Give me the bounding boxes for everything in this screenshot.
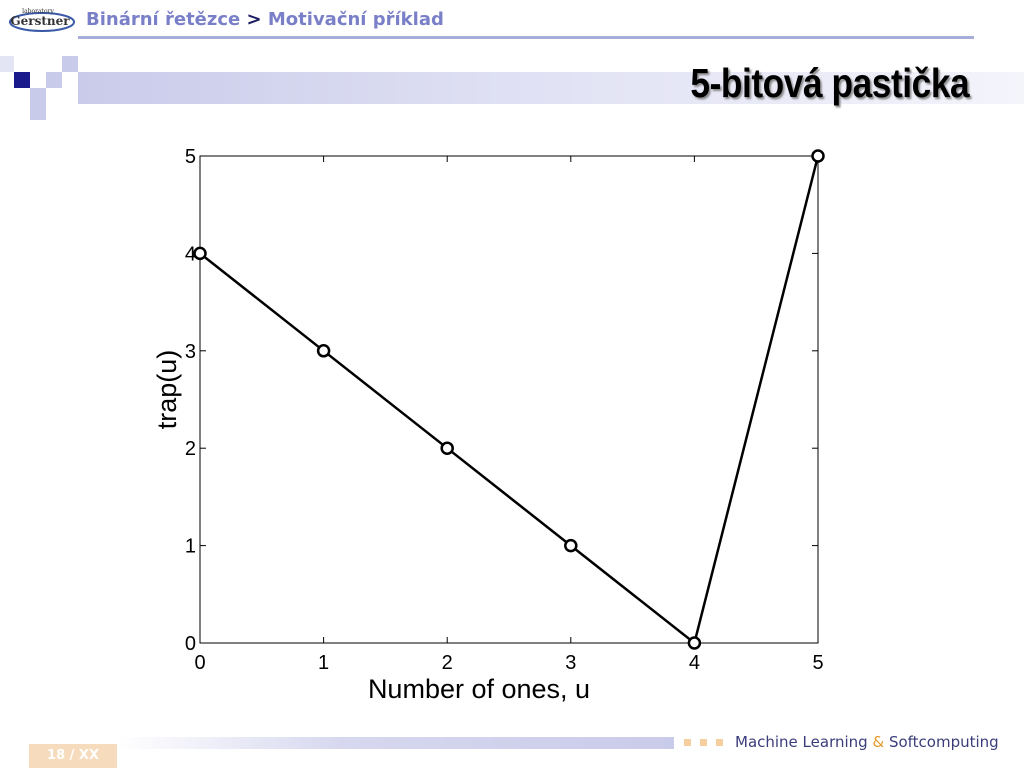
breadcrumb: Binární řetězce > Motivační příklad xyxy=(86,9,444,30)
data-point xyxy=(193,246,207,261)
x-tick-label: 0 xyxy=(194,652,205,674)
y-tick-label: 3 xyxy=(185,341,196,363)
y-tick-label: 5 xyxy=(185,146,196,168)
x-tick-label: 5 xyxy=(812,652,823,674)
footer-square-icon xyxy=(700,739,707,746)
breadcrumb-separator: > xyxy=(246,9,262,30)
footer-square-icon xyxy=(684,739,691,746)
breadcrumb-section[interactable]: Binární řetězce xyxy=(86,9,241,30)
data-point xyxy=(687,636,702,650)
logo-main-text: Gerstner xyxy=(10,14,70,28)
slide-title: 5-bitová pastička xyxy=(690,60,969,106)
y-tick-label: 0 xyxy=(185,633,196,655)
y-tick-label: 4 xyxy=(185,243,196,265)
trap-function-chart: 0 1 2 3 4 5 0 1 2 3 4 5 Number of ones, u trap(u) xyxy=(152,146,825,704)
decorative-squares xyxy=(0,56,78,120)
footer-text-ml: Machine Learning xyxy=(735,733,868,751)
footer-course-name: Machine Learning & Softcomputing xyxy=(735,733,999,751)
x-tick-label: 4 xyxy=(689,652,700,674)
footer-bar xyxy=(118,737,674,749)
y-axis-label: trap(u) xyxy=(152,350,182,430)
gerstner-logo: laboratory Gerstner xyxy=(9,8,75,32)
y-tick-label: 1 xyxy=(185,536,196,558)
x-tick-label: 2 xyxy=(442,652,453,674)
data-point xyxy=(316,344,331,358)
x-axis-label: Number of ones, u xyxy=(368,674,590,704)
x-tick-label: 1 xyxy=(318,652,329,674)
data-point xyxy=(811,149,825,163)
page-number: 18 / XX xyxy=(29,744,117,768)
series-line xyxy=(199,155,820,646)
footer-square-icon xyxy=(716,739,723,746)
footer-ampersand: & xyxy=(872,733,885,751)
header-rule xyxy=(78,36,974,39)
data-point xyxy=(440,441,454,455)
logo-small-text: laboratory xyxy=(22,8,54,15)
y-tick-label: 2 xyxy=(185,438,196,460)
data-point xyxy=(564,538,578,553)
x-tick-label: 3 xyxy=(565,652,576,674)
plot-frame xyxy=(199,155,819,644)
breadcrumb-page[interactable]: Motivační příklad xyxy=(267,9,444,30)
title-band xyxy=(78,72,1024,104)
footer-text-sc: Softcomputing xyxy=(888,733,999,751)
